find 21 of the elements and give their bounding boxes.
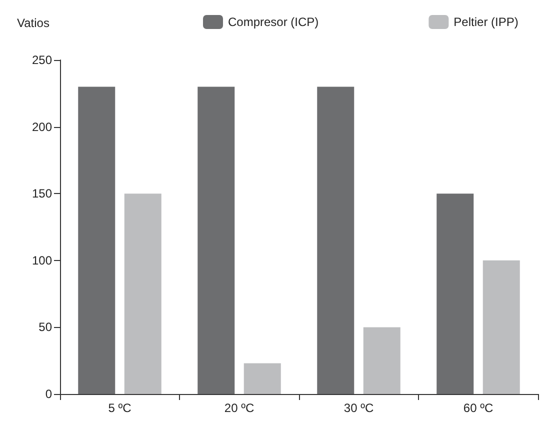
x-tick-label: 20 ºC [224,401,254,415]
x-tick-label: 60 ºC [463,401,494,415]
bar [436,194,474,394]
bar [482,260,520,394]
bar [244,363,281,394]
bar [124,194,162,394]
y-tick-label: 50 [38,320,52,334]
bar [198,86,235,394]
x-tick-label: 30 ºC [344,401,374,415]
y-axis-title: Vatios [17,16,50,30]
x-tick-label: 5 ºC [108,401,132,415]
legend-label: Peltier (IPP) [454,15,518,29]
bar [78,86,116,394]
y-tick-label: 100 [32,253,52,268]
y-tick-label: 250 [32,53,52,67]
legend-label: Compresor (ICP) [228,15,319,29]
y-tick-label: 150 [32,186,52,201]
bar [363,327,400,394]
y-tick-label: 200 [32,120,52,134]
bar [317,86,354,394]
y-tick-label: 0 [45,387,52,401]
